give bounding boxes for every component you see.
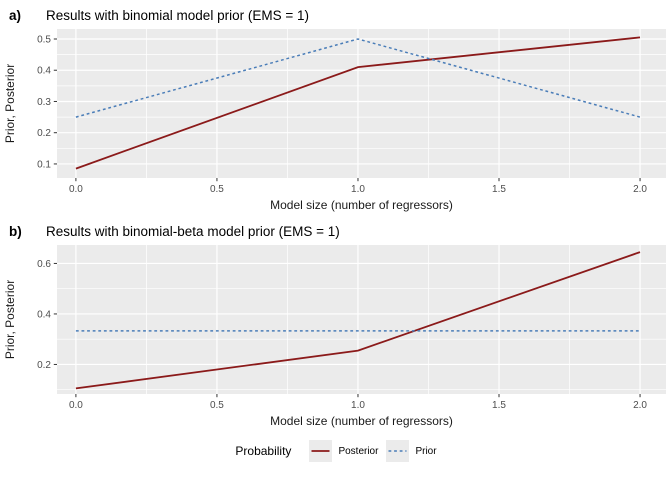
x-tick-label: 0.5	[210, 184, 224, 195]
chart-b-plot: 0.0 0.5 1.0 1.5 2.0 0.2 0.4 0.6 Model size (numb…	[3, 245, 666, 428]
x-tick-label: 2.0	[633, 184, 647, 195]
x-tick-label: 1.5	[492, 400, 506, 411]
x-axis-label: Model size (number of regressors)	[270, 414, 453, 428]
legend-label-prior: Prior	[415, 445, 437, 457]
legend-item-posterior: Posterior	[309, 440, 378, 462]
x-axis-label: Model size (number of regressors)	[270, 198, 453, 212]
chart-b-title: b) Results with binomial-beta model prio…	[9, 223, 672, 240]
prior-line-key-icon	[386, 440, 410, 462]
posterior-line	[75, 251, 641, 390]
posterior-line	[75, 36, 641, 170]
x-tick-label: 0.0	[69, 184, 83, 195]
y-tick-label: 0.1	[37, 159, 51, 170]
legend-item-prior: Prior	[386, 440, 437, 462]
chart-a-title: a) Results with binomial model prior (EM…	[9, 7, 672, 24]
prior-line	[75, 38, 641, 118]
chart-a-tag: a)	[9, 8, 22, 23]
legend: Probability Posterior Prior	[0, 440, 672, 462]
y-tick-label: 0.5	[37, 34, 51, 45]
x-tick-label: 0.0	[69, 400, 83, 411]
y-tick-label: 0.2	[37, 360, 51, 371]
chart-a-title-text: Results with binomial model prior (EMS =…	[46, 8, 309, 23]
chart-b-title-text: Results with binomial-beta model prior (…	[46, 224, 340, 239]
y-axis-label: Prior, Posterior	[3, 280, 17, 359]
y-tick-label: 0.6	[37, 259, 51, 270]
chart-b-tag: b)	[9, 224, 22, 239]
x-tick-label: 1.0	[351, 400, 365, 411]
y-tick-label: 0.3	[37, 97, 51, 108]
panel-background	[57, 29, 666, 178]
chart-a-plot: 0.0 0.5 1.0 1.5 2.0 0.1 0.2 0.3 0.4 0.5 Model size…	[3, 29, 666, 212]
x-tick-label: 1.0	[351, 184, 365, 195]
y-tick-label: 0.2	[37, 128, 51, 139]
panel-background	[57, 245, 666, 394]
x-tick-label: 1.5	[492, 184, 506, 195]
y-tick-label: 0.4	[37, 309, 51, 320]
chart-a-block: a) Results with binomial model prior (EM…	[0, 7, 672, 213]
x-tick-label: 2.0	[633, 400, 647, 411]
y-tick-label: 0.4	[37, 66, 51, 77]
chart-b-block: b) Results with binomial-beta model prio…	[0, 223, 672, 429]
y-axis-label: Prior, Posterior	[3, 64, 17, 143]
x-tick-label: 0.5	[210, 400, 224, 411]
legend-title: Probability	[235, 444, 292, 458]
legend-label-posterior: Posterior	[338, 445, 379, 457]
posterior-line-key-icon	[309, 440, 333, 462]
